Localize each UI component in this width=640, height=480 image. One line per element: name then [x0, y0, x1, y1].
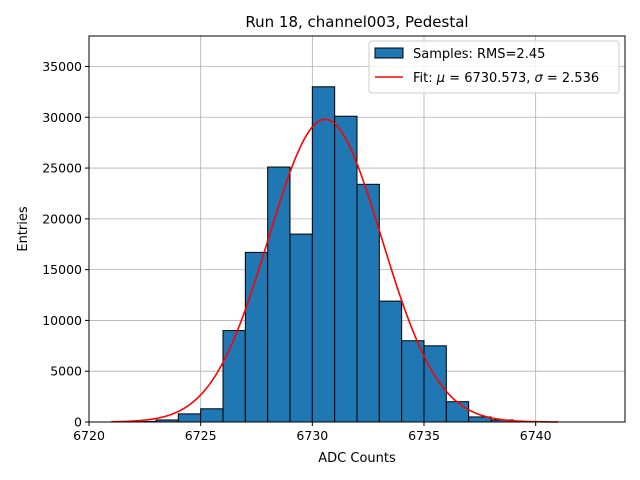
histogram-bar — [200, 408, 224, 423]
y-tick-label: 30000 — [42, 110, 82, 125]
legend-fit-prefix: Fit: — [413, 71, 437, 86]
histogram-bar — [311, 86, 336, 423]
y-axis-label: Entries — [16, 206, 31, 252]
y-axis-ticks: 0 5000 10000 15000 20000 25000 30000 35000 — [42, 59, 89, 430]
histogram-bar — [289, 233, 313, 423]
y-tick-label: 25000 — [42, 161, 82, 176]
histogram-bar — [334, 115, 358, 423]
legend: Samples: RMS=2.45 Fit: μ = 6730.573, σ =… — [368, 40, 620, 94]
histogram-bar — [423, 345, 447, 423]
x-axis-label: ADC Counts — [318, 451, 396, 466]
histogram-bar — [445, 401, 470, 423]
histogram-bar — [177, 413, 202, 423]
fit-curve — [111, 118, 559, 423]
legend-histogram-label: Samples: RMS=2.45 — [413, 47, 545, 62]
chart-title: Run 18, channel003, Pedestal — [245, 13, 468, 31]
legend-fit-mu-symbol: μ — [436, 71, 445, 86]
axes-frame — [88, 35, 626, 423]
legend-fit-mu-text: = 6730.573, — [445, 71, 534, 86]
x-tick-label: 6725 — [185, 428, 217, 443]
y-tick-label: 5000 — [50, 364, 82, 379]
histogram-bar — [222, 330, 246, 423]
legend-fit-label: Fit: μ = 6730.573, σ = 2.536 — [413, 71, 599, 86]
y-tick-label: 10000 — [42, 313, 82, 328]
x-tick-label: 6730 — [296, 428, 328, 443]
x-tick-label: 6735 — [408, 428, 440, 443]
y-tick-label: 0 — [74, 415, 82, 430]
y-tick-label: 15000 — [42, 262, 82, 277]
y-tick-label: 35000 — [42, 59, 82, 74]
histogram-bar — [378, 300, 403, 423]
legend-fit-sigma-text: = 2.536 — [543, 71, 599, 86]
x-axis-ticks: 6720 6725 6730 6735 6740 — [73, 422, 552, 443]
legend-fit-sigma-symbol: σ — [535, 71, 544, 86]
legend-histogram-swatch — [374, 47, 404, 59]
y-tick-label: 20000 — [42, 211, 82, 226]
x-tick-label: 6720 — [73, 428, 105, 443]
legend-box — [368, 40, 620, 94]
x-tick-label: 6740 — [520, 428, 552, 443]
histogram-bar — [401, 340, 425, 423]
